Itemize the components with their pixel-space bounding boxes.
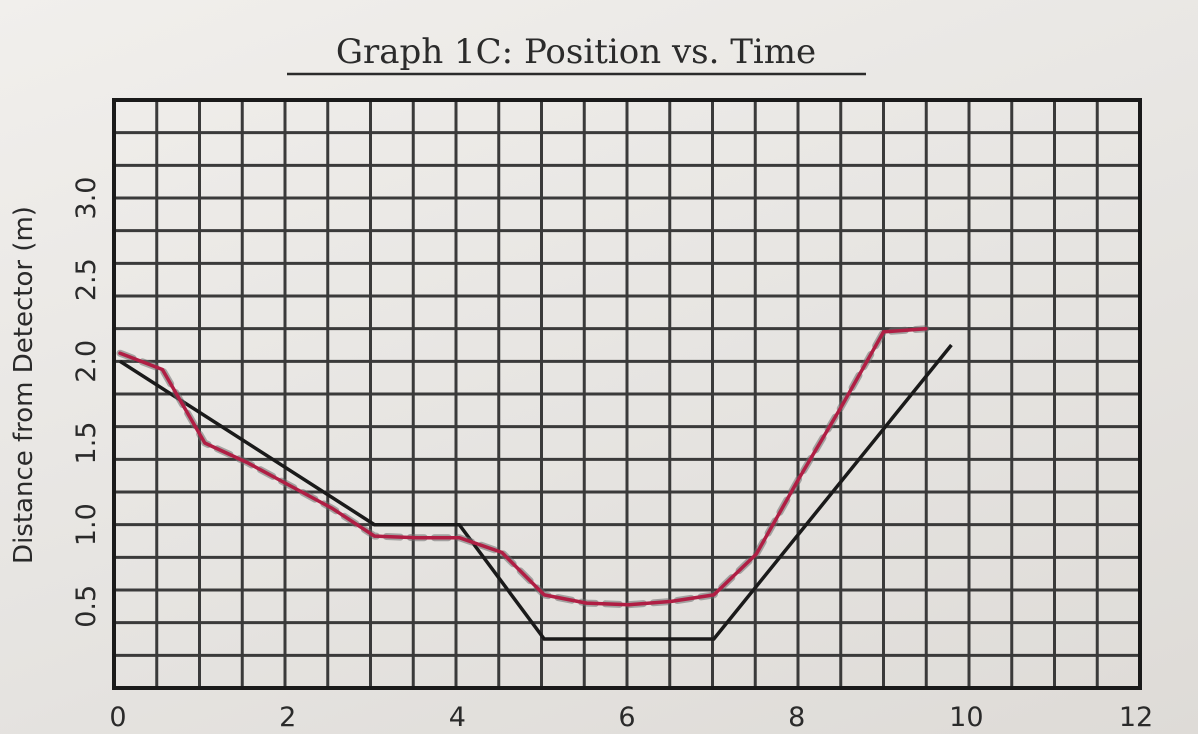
y-tick-label: 0.5: [71, 585, 102, 628]
x-tick-label: 4: [449, 702, 466, 733]
x-tick-label: 8: [788, 702, 805, 733]
x-tick-label: 0: [109, 702, 126, 733]
y-tick-label: 1.0: [71, 503, 102, 546]
x-tick-label: 12: [1119, 702, 1153, 733]
series-line-black: [119, 343, 953, 641]
series-layer: [116, 325, 953, 641]
title-group: Graph 1C: Position vs. Time: [287, 32, 866, 76]
y-tick-label: 3.0: [71, 177, 102, 220]
y-tick-label: 2.5: [71, 258, 102, 301]
x-tick-label: 10: [949, 702, 983, 733]
plot-frame: [112, 98, 1142, 690]
grid: [114, 100, 1140, 688]
series-line-red: [118, 326, 928, 607]
y-axis-label: Distance from Detector (m): [9, 206, 39, 564]
x-tick-label: 2: [279, 702, 296, 733]
chart-title: Graph 1C: Position vs. Time: [336, 32, 816, 72]
y-tick-label: 1.5: [71, 422, 102, 465]
x-tick-label: 6: [618, 702, 635, 733]
y-tick-labels: 0.5 1.0 1.5 2.0 2.5 3.0: [71, 177, 102, 628]
x-tick-labels: 0 2 4 6 8 10 12: [109, 702, 1153, 733]
y-tick-label: 2.0: [71, 340, 102, 383]
